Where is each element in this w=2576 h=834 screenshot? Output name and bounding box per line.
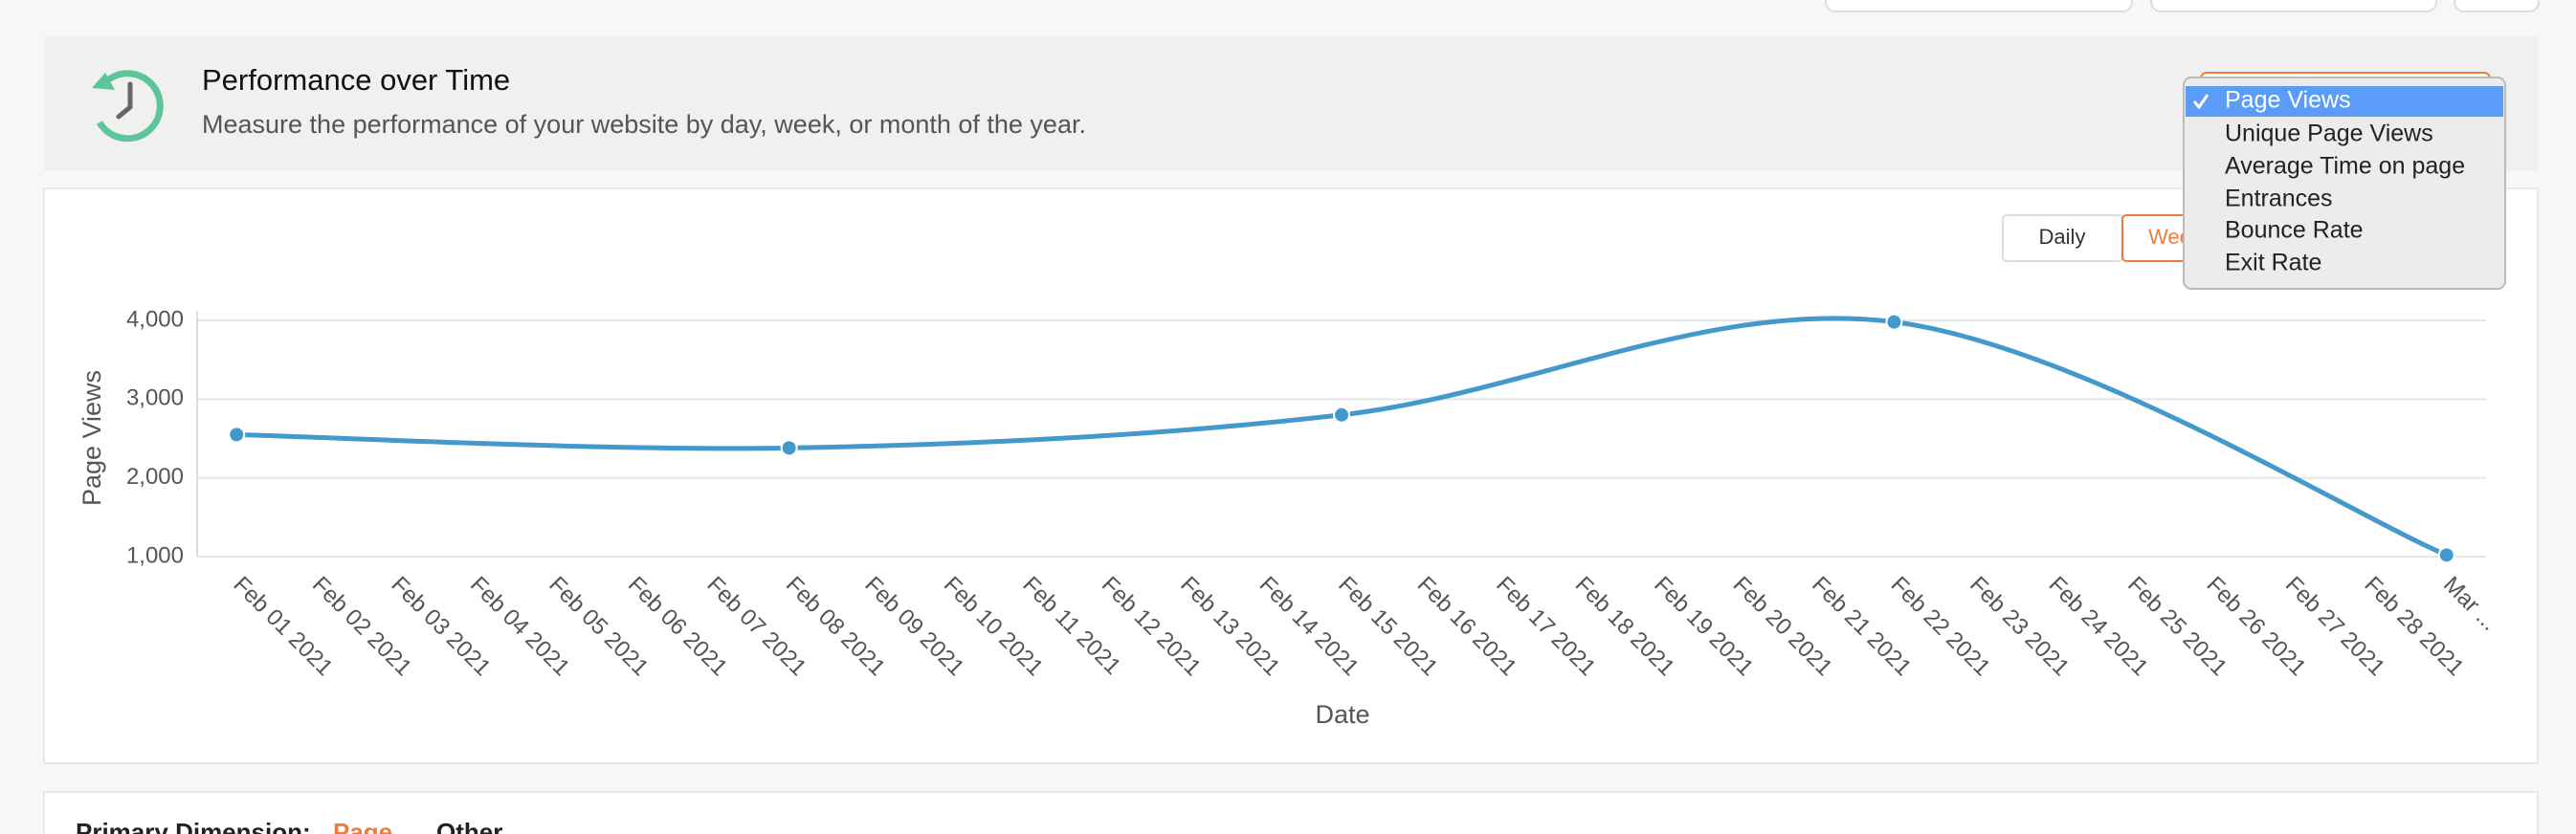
chart-card (43, 187, 2539, 764)
checkmark (2192, 94, 2210, 110)
menu-option[interactable]: Average Time on page (2225, 153, 2465, 180)
y-tick-label: 3,000 (126, 385, 184, 411)
header-panel (44, 36, 2538, 171)
menu-option[interactable]: Page Views (2225, 87, 2351, 114)
x-axis-title: Date (1315, 700, 1369, 729)
menu-panel (2183, 77, 2506, 290)
period-button-label[interactable]: Daily (2039, 225, 2086, 249)
y-tick-label: 1,000 (126, 542, 184, 568)
y-tick-label: 4,000 (126, 306, 184, 332)
header-subtitle: Measure the performance of your website … (202, 110, 1086, 139)
y-axis-title: Page Views (78, 370, 106, 506)
metric-menu: Page Views Unique Page Views Average Time … (2183, 77, 2506, 290)
menu-option[interactable]: Unique Page Views (2225, 121, 2433, 147)
point[interactable] (780, 439, 798, 457)
menu-highlight (2186, 86, 2503, 117)
point[interactable] (1333, 406, 1350, 424)
y-tick-label: 2,000 (126, 464, 184, 490)
top-button[interactable] (2454, 0, 2540, 12)
header-title: Performance over Time (202, 63, 510, 97)
point[interactable] (2437, 546, 2455, 564)
menu-option[interactable]: Bounce Rate (2225, 217, 2364, 244)
clock-icon (92, 70, 164, 143)
dimension-card (43, 791, 2539, 834)
dimension-option[interactable]: Page (333, 818, 392, 834)
point[interactable] (228, 426, 246, 444)
menu-option[interactable]: Entrances (2225, 186, 2333, 212)
point[interactable] (1885, 313, 1903, 331)
dimension-option[interactable]: Other (436, 818, 502, 834)
top-button[interactable] (1825, 0, 2133, 12)
dimension-label: Primary Dimension: (76, 818, 311, 834)
menu-option[interactable]: Exit Rate (2225, 250, 2321, 276)
top-button[interactable] (2150, 0, 2437, 12)
